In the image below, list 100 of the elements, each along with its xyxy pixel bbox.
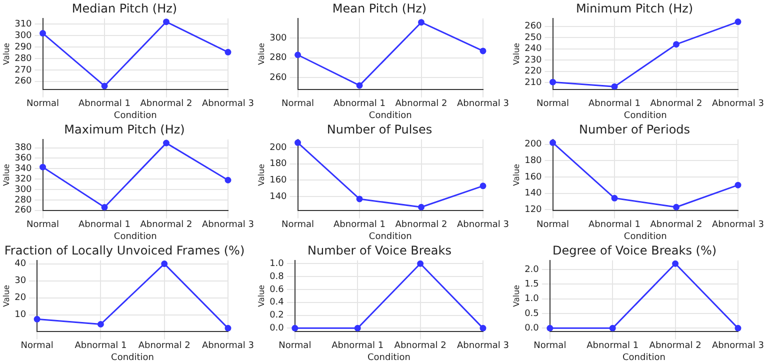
chart-title: Degree of Voice Breaks (%) bbox=[552, 243, 717, 258]
point bbox=[356, 82, 363, 89]
x-tick-label: Abnormal 1 bbox=[74, 341, 127, 352]
x-tick-label: Abnormal 1 bbox=[332, 341, 384, 352]
y-tick-label: 260 bbox=[524, 22, 542, 32]
y-axis-title: Value bbox=[256, 284, 266, 307]
x-tick-label: Normal bbox=[26, 99, 60, 110]
x-tick-label: Normal bbox=[281, 220, 314, 230]
y-tick-label: 240 bbox=[524, 44, 542, 54]
x-tick-label: Normal bbox=[278, 341, 312, 352]
y-axis-title: Value bbox=[512, 164, 521, 186]
point bbox=[480, 182, 486, 190]
x-tick-label: Abnormal 3 bbox=[457, 220, 510, 230]
point bbox=[550, 139, 556, 146]
chart-title: Mean Pitch (Hz) bbox=[332, 1, 427, 16]
y-tick-label: 0.6 bbox=[270, 284, 284, 295]
y-tick-label: 160 bbox=[524, 172, 542, 182]
y-tick-label: 280 bbox=[14, 54, 32, 64]
y-tick-label: 300 bbox=[270, 33, 288, 44]
y-tick-label: 0.2 bbox=[270, 310, 284, 321]
y-tick-label: 2.0 bbox=[524, 264, 540, 275]
chart-title: Minimum Pitch (Hz) bbox=[576, 1, 694, 16]
point bbox=[611, 83, 618, 90]
x-tick-label: Abnormal 1 bbox=[588, 99, 641, 110]
y-tick-label: 180 bbox=[270, 159, 288, 170]
y-tick-label: 40 bbox=[14, 259, 26, 270]
x-tick-label: Abnormal 1 bbox=[334, 99, 386, 110]
x-tick-label: Abnormal 3 bbox=[457, 99, 510, 110]
y-tick-label: 1.5 bbox=[524, 280, 539, 290]
y-tick-label: 300 bbox=[14, 30, 32, 41]
y-tick-label: 0.8 bbox=[270, 272, 284, 282]
point bbox=[673, 41, 680, 48]
chart-title: Number of Pulses bbox=[326, 122, 432, 136]
chart-title: Fraction of Locally Unvoiced Frames (%) bbox=[4, 243, 245, 258]
y-tick-label: 380 bbox=[14, 143, 32, 154]
chart-title: Maximum Pitch (Hz) bbox=[64, 122, 185, 136]
y-tick-label: 180 bbox=[524, 156, 542, 166]
x-tick-label: Abnormal 1 bbox=[78, 99, 131, 110]
x-tick-label: Abnormal 3 bbox=[712, 99, 764, 110]
x-tick-label: Abnormal 1 bbox=[588, 220, 641, 230]
y-axis-title: Value bbox=[2, 164, 11, 186]
y-tick-label: 0.4 bbox=[270, 298, 284, 308]
point bbox=[294, 52, 302, 58]
y-tick-label: 230 bbox=[524, 55, 542, 66]
chart-title: Median Pitch (Hz) bbox=[72, 1, 178, 16]
y-tick-label: 140 bbox=[270, 192, 288, 202]
y-axis-title: Value bbox=[2, 284, 11, 307]
x-tick-label: Abnormal 3 bbox=[712, 220, 764, 230]
point bbox=[224, 48, 232, 56]
x-tick-label: Normal bbox=[281, 99, 314, 110]
y-tick-label: 10 bbox=[14, 310, 26, 320]
y-tick-label: 280 bbox=[270, 53, 288, 64]
y-tick-label: 140 bbox=[524, 188, 542, 199]
point bbox=[163, 18, 170, 26]
y-tick-label: 320 bbox=[14, 174, 32, 184]
x-tick-label: Abnormal 2 bbox=[650, 220, 702, 230]
point bbox=[101, 82, 108, 90]
x-tick-label: Abnormal 3 bbox=[202, 341, 254, 352]
point bbox=[480, 48, 486, 54]
point bbox=[294, 139, 302, 146]
y-axis-title: Value bbox=[256, 164, 266, 186]
y-tick-label: 220 bbox=[524, 66, 542, 77]
chart-title: Number of Periods bbox=[578, 122, 690, 136]
y-tick-label: 0.0 bbox=[270, 324, 284, 334]
x-tick-label: Normal bbox=[534, 341, 566, 352]
x-tick-label: Normal bbox=[536, 99, 570, 110]
y-tick-label: 200 bbox=[270, 142, 288, 153]
x-tick-label: Abnormal 2 bbox=[394, 341, 446, 352]
y-tick-label: 310 bbox=[14, 19, 32, 30]
x-tick-label: Abnormal 2 bbox=[650, 99, 702, 110]
y-tick-label: 20 bbox=[14, 293, 26, 304]
point bbox=[34, 316, 40, 322]
x-tick-label: Abnormal 1 bbox=[586, 341, 639, 352]
y-axis-title: Value bbox=[2, 42, 11, 65]
y-tick-label: 120 bbox=[524, 204, 542, 215]
x-tick-label: Abnormal 2 bbox=[140, 99, 192, 110]
y-tick-label: 0.0 bbox=[524, 324, 540, 334]
y-tick-label: 200 bbox=[524, 140, 542, 150]
x-axis-title: Condition bbox=[368, 110, 412, 121]
y-axis-title: Value bbox=[512, 42, 521, 65]
x-tick-label: Abnormal 3 bbox=[202, 99, 254, 110]
x-tick-label: Abnormal 3 bbox=[457, 341, 510, 352]
x-axis-title: Condition bbox=[114, 110, 157, 121]
x-tick-label: Abnormal 2 bbox=[138, 341, 190, 352]
y-tick-label: 1.0 bbox=[524, 294, 540, 304]
point bbox=[550, 78, 556, 86]
x-tick-label: Abnormal 3 bbox=[202, 220, 254, 230]
y-tick-label: 1.0 bbox=[270, 258, 284, 269]
point bbox=[734, 18, 742, 26]
y-tick-label: 260 bbox=[14, 206, 32, 216]
x-axis-title: Condition bbox=[114, 232, 157, 242]
chart-title: Number of Voice Breaks bbox=[308, 243, 452, 258]
point bbox=[224, 324, 232, 332]
x-tick-label: Abnormal 1 bbox=[334, 220, 386, 230]
y-tick-label: 160 bbox=[270, 176, 288, 186]
point bbox=[356, 196, 363, 202]
x-axis-title: Condition bbox=[368, 232, 412, 242]
x-tick-label: Abnormal 2 bbox=[395, 99, 448, 110]
point bbox=[40, 30, 46, 37]
x-tick-label: Abnormal 1 bbox=[78, 220, 131, 230]
